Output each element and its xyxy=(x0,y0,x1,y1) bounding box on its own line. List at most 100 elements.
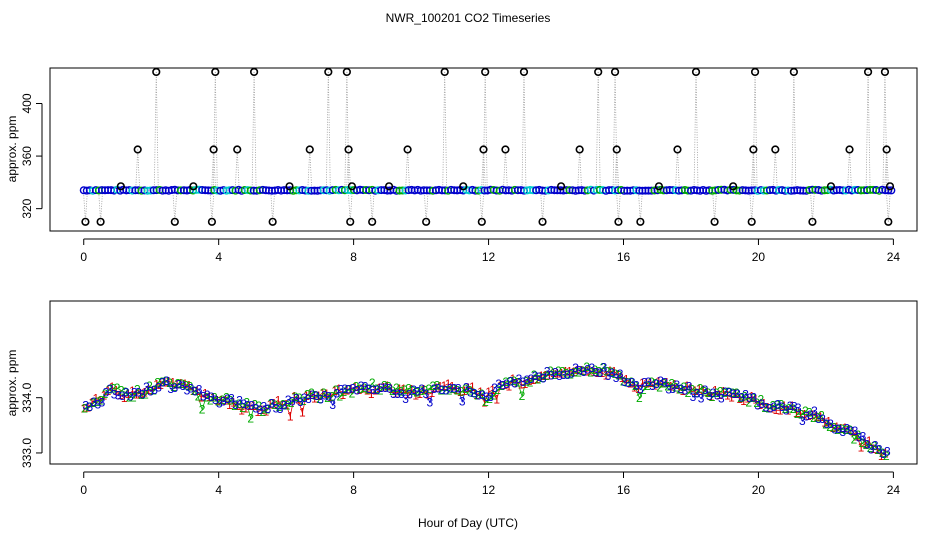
series-mark-1: 1 xyxy=(226,398,233,412)
series-mark-3: 3 xyxy=(394,387,401,401)
top-panel-y-axis: 320 360 400 xyxy=(20,93,43,219)
spike-point xyxy=(347,182,357,191)
spike-point xyxy=(249,67,259,77)
series-mark-1: 1 xyxy=(554,366,561,380)
series-mark-2: 2 xyxy=(656,380,663,394)
series-mark-3: 3 xyxy=(734,387,741,401)
series-mark-1: 1 xyxy=(250,399,257,413)
series-mark-1: 1 xyxy=(449,379,456,393)
series-mark-3: 3 xyxy=(520,375,527,389)
spike-point xyxy=(384,182,394,191)
series-mark-3: 3 xyxy=(682,384,689,398)
series-mark-2: 2 xyxy=(328,389,335,403)
series-mark-1: 1 xyxy=(352,380,359,394)
spike-point xyxy=(479,145,488,154)
top-panel-baseline-points xyxy=(79,185,896,195)
series-mark-1: 1 xyxy=(558,367,565,381)
series-mark-2: 2 xyxy=(369,376,376,390)
series-mark-1: 1 xyxy=(817,410,824,424)
series-mark-3: 3 xyxy=(714,388,721,402)
bottom-panel-x-axis: 0 4 8 12 16 20 24 xyxy=(80,471,900,497)
series-mark-3: 3 xyxy=(742,387,749,401)
series-mark-1: 1 xyxy=(769,402,776,416)
spike-connector xyxy=(155,71,159,191)
series-mark-3: 3 xyxy=(524,373,531,387)
series-mark-1: 1 xyxy=(639,376,646,390)
spike-point xyxy=(882,145,891,154)
spike-connector xyxy=(754,71,758,191)
series-mark-2: 2 xyxy=(405,381,412,395)
series-mark-1: 1 xyxy=(765,401,772,415)
series-mark-2: 2 xyxy=(85,400,92,414)
series-mark-1: 1 xyxy=(635,382,642,396)
series-mark-2: 2 xyxy=(268,396,275,410)
spike-point xyxy=(789,67,798,77)
spike-point xyxy=(207,217,217,226)
top-x-tick-label: 12 xyxy=(482,250,496,264)
series-mark-1: 1 xyxy=(574,363,581,377)
series-mark-2: 2 xyxy=(243,396,250,410)
series-mark-2: 2 xyxy=(438,384,445,398)
spike-connector xyxy=(407,149,410,191)
spike-connector xyxy=(346,149,349,191)
top-y-tick-label: 360 xyxy=(20,146,34,166)
series-mark-2: 2 xyxy=(575,365,582,379)
series-mark-3: 3 xyxy=(592,365,599,379)
series-mark-3: 3 xyxy=(346,383,353,397)
series-mark-3: 3 xyxy=(621,375,628,389)
spike-connector xyxy=(849,149,852,191)
bottom-y-tick-label: 333.0 xyxy=(20,438,34,468)
series-mark-1: 1 xyxy=(744,391,751,405)
series-mark-2: 2 xyxy=(802,404,809,418)
series-mark-1: 1 xyxy=(671,378,678,392)
series-mark-1: 1 xyxy=(469,380,476,394)
series-mark-2: 2 xyxy=(571,366,578,380)
series-mark-2: 2 xyxy=(539,371,546,385)
series-mark-2: 2 xyxy=(166,376,173,390)
series-mark-3: 3 xyxy=(795,401,802,415)
series-mark-1: 1 xyxy=(473,388,480,402)
bottom-panel-series-marks: 1111111111111111111111111111111111111111… xyxy=(80,360,891,463)
baseline-point xyxy=(887,186,896,195)
series-mark-1: 1 xyxy=(194,384,201,398)
series-mark-2: 2 xyxy=(596,364,603,378)
series-mark-1: 1 xyxy=(493,392,500,406)
spike-connector xyxy=(542,190,545,222)
series-mark-3: 3 xyxy=(410,383,417,397)
series-mark-1: 1 xyxy=(97,393,104,407)
series-mark-3: 3 xyxy=(232,398,239,412)
spike-point xyxy=(538,217,547,226)
series-mark-1: 1 xyxy=(360,381,367,395)
series-mark-2: 2 xyxy=(179,377,186,391)
series-mark-1: 1 xyxy=(590,365,597,379)
series-mark-2: 2 xyxy=(280,397,287,411)
series-mark-2: 2 xyxy=(211,390,218,404)
spike-point xyxy=(344,145,353,154)
spike-connector xyxy=(503,149,506,191)
series-mark-1: 1 xyxy=(858,440,865,454)
series-mark-3: 3 xyxy=(605,369,612,383)
series-mark-3: 3 xyxy=(390,387,397,401)
series-mark-2: 2 xyxy=(296,391,303,405)
spike-connector xyxy=(695,71,699,191)
series-mark-1: 1 xyxy=(716,388,723,402)
series-mark-2: 2 xyxy=(660,377,667,391)
series-mark-2: 2 xyxy=(838,422,845,436)
series-mark-1: 1 xyxy=(214,393,221,407)
series-mark-1: 1 xyxy=(384,379,391,393)
series-mark-3: 3 xyxy=(471,386,478,400)
top-panel-spike-points xyxy=(81,67,895,226)
series-mark-3: 3 xyxy=(374,383,381,397)
spike-point xyxy=(268,217,277,226)
series-mark-1: 1 xyxy=(339,388,346,402)
spike-connector xyxy=(791,71,795,191)
series-mark-3: 3 xyxy=(588,361,595,375)
series-mark-3: 3 xyxy=(601,360,608,374)
series-mark-3: 3 xyxy=(665,383,672,397)
series-mark-3: 3 xyxy=(880,447,887,461)
spike-connector xyxy=(750,149,754,191)
spike-point xyxy=(673,145,682,154)
spike-connector xyxy=(211,190,215,222)
series-mark-3: 3 xyxy=(779,400,786,414)
series-mark-2: 2 xyxy=(239,401,246,415)
